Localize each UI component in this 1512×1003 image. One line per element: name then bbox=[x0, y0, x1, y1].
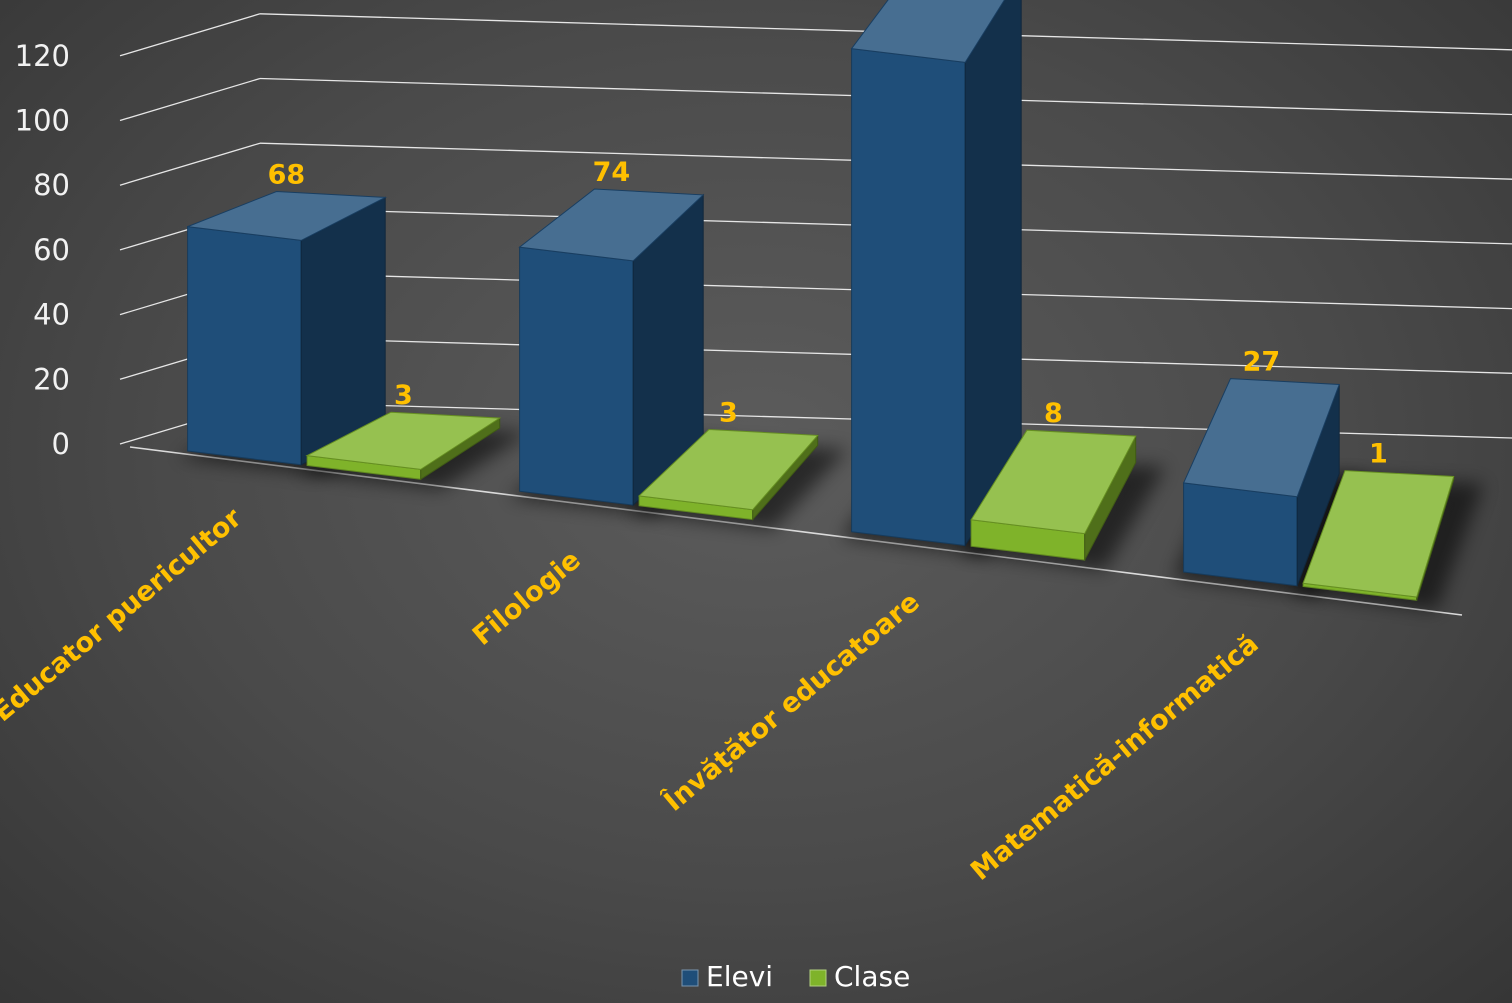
category-label: Filologie bbox=[467, 544, 587, 651]
bar-top bbox=[305, 411, 502, 470]
bar-front bbox=[519, 246, 634, 506]
bar bbox=[187, 190, 388, 466]
legend-swatch bbox=[681, 969, 699, 987]
data-label: 3 bbox=[394, 380, 413, 411]
data-label: 8 bbox=[1044, 398, 1063, 429]
category-label: Învățător educatoare bbox=[658, 586, 926, 818]
data-label: 1 bbox=[1369, 438, 1388, 469]
y-tick-label: 20 bbox=[33, 362, 70, 396]
data-label: 27 bbox=[1243, 346, 1281, 377]
side-gridline bbox=[119, 13, 261, 57]
bar-front bbox=[1183, 482, 1298, 587]
y-tick-label: 0 bbox=[52, 427, 70, 461]
category-label: Educator puericultor bbox=[0, 502, 248, 728]
bar-top bbox=[1182, 378, 1340, 498]
bar-top bbox=[187, 190, 388, 241]
bar-top bbox=[850, 0, 1005, 63]
data-label: 3 bbox=[719, 397, 738, 428]
data-label: 74 bbox=[593, 157, 631, 188]
bar bbox=[305, 411, 502, 481]
data-labels: 6837431878271 bbox=[268, 157, 1388, 470]
data-label: 68 bbox=[268, 159, 306, 190]
bar-top bbox=[1302, 470, 1455, 598]
bar bbox=[970, 429, 1137, 561]
bar-top bbox=[518, 188, 705, 262]
y-tick-label: 120 bbox=[15, 39, 70, 73]
bar bbox=[850, 0, 1022, 548]
legend: Elevi Clase bbox=[681, 960, 910, 993]
y-tick-label: 60 bbox=[33, 233, 70, 267]
bar-front bbox=[851, 48, 966, 547]
legend-swatch bbox=[809, 969, 827, 987]
side-gridline bbox=[119, 142, 261, 186]
legend-label: Clase bbox=[834, 960, 910, 993]
bar bbox=[518, 188, 705, 507]
bar bbox=[1182, 378, 1340, 587]
y-tick-label: 40 bbox=[33, 298, 70, 332]
y-axis: 0 20 40 60 80 100 120 bbox=[15, 39, 70, 461]
bars bbox=[187, 0, 1455, 601]
legend-label: Elevi bbox=[706, 960, 773, 993]
y-tick-label: 100 bbox=[15, 104, 70, 138]
y-tick-label: 80 bbox=[33, 168, 70, 202]
category-label: Matematică-informatică bbox=[965, 628, 1265, 886]
bar bbox=[637, 428, 819, 521]
bar bbox=[1302, 470, 1455, 601]
bar-top bbox=[637, 428, 819, 511]
side-gridline bbox=[119, 77, 261, 122]
bar-front bbox=[187, 226, 302, 466]
bar-top bbox=[970, 429, 1137, 535]
